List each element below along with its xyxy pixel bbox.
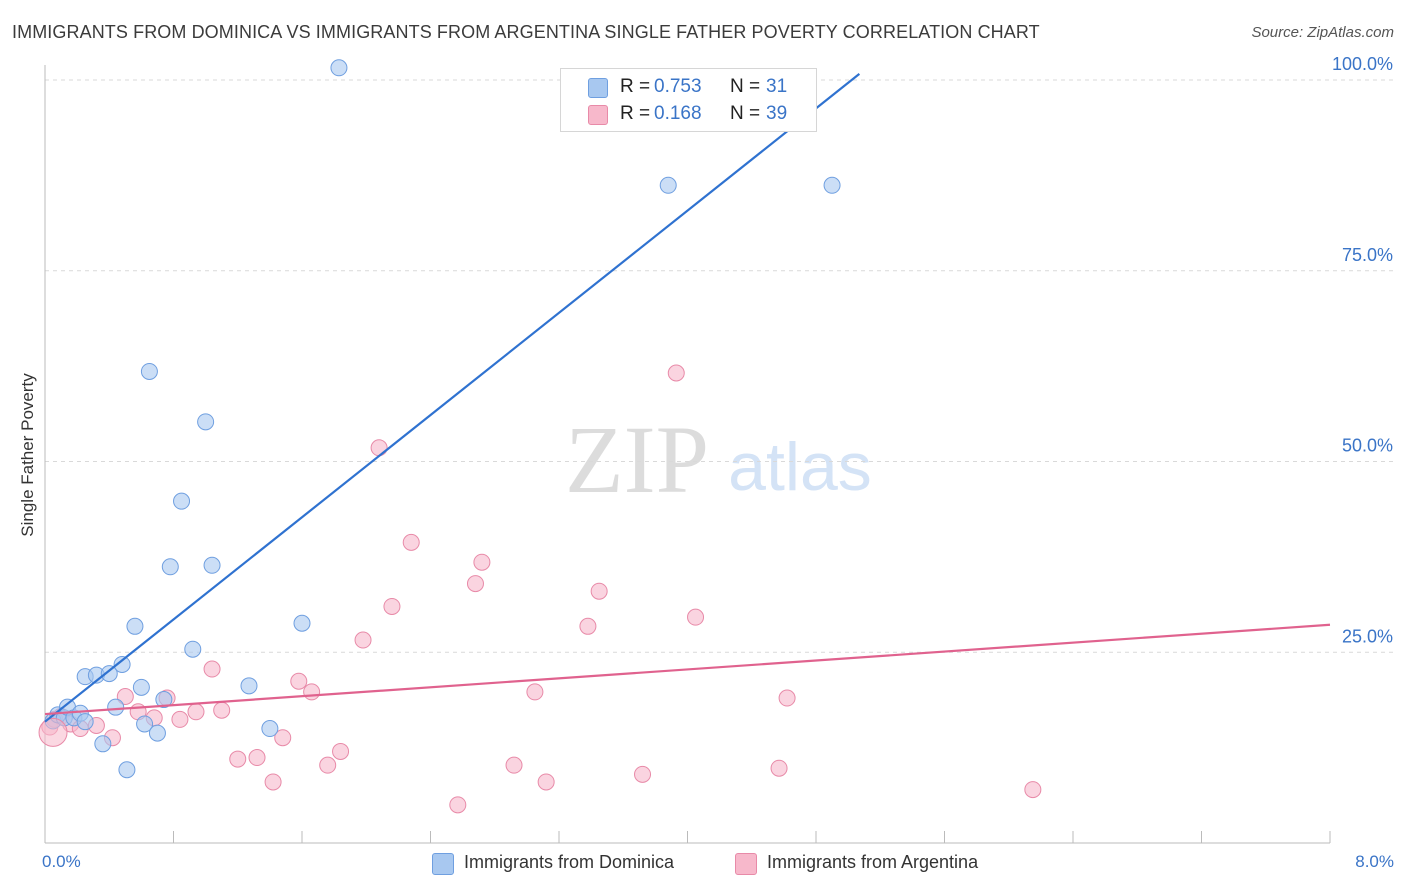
argentina-point: [229, 750, 247, 768]
argentina-point: [473, 553, 491, 571]
n-value: 39: [766, 103, 788, 124]
argentina-point: [38, 717, 68, 747]
r-label: R =: [620, 76, 651, 97]
dominica-point: [136, 715, 154, 733]
argentina-legend-swatch: [735, 853, 757, 875]
argentina-point: [370, 439, 388, 457]
argentina-point: [634, 765, 652, 783]
dominica-point: [126, 617, 144, 635]
argentina-point: [687, 608, 705, 626]
dominica-point: [107, 698, 125, 716]
tick-label-layer: 25.0% 50.0% 75.0% 100.0%: [1332, 54, 1393, 646]
r-value: 0.753: [654, 76, 702, 97]
argentina-point: [171, 710, 189, 728]
argentina-point: [402, 533, 420, 551]
argentina-point: [449, 796, 467, 814]
n-label: N =: [730, 103, 761, 124]
dominica-point: [132, 678, 150, 696]
argentina-point: [778, 689, 796, 707]
argentina-point: [354, 631, 372, 649]
y-tick-label: 25.0%: [1342, 626, 1393, 646]
argentina-point: [579, 617, 597, 635]
dominica-legend-swatch: [432, 853, 454, 875]
x-tick-label-min: 0.0%: [42, 852, 81, 871]
chart-title: IMMIGRANTS FROM DOMINICA VS IMMIGRANTS F…: [12, 22, 1040, 42]
y-tick-label: 75.0%: [1342, 245, 1393, 265]
dominica-point: [100, 665, 118, 683]
argentina-point: [383, 597, 401, 615]
y-tick-label: 100.0%: [1332, 54, 1393, 74]
n-value: 31: [766, 76, 788, 97]
dominica-trend-line: [44, 73, 861, 723]
argentina-swatch: [588, 105, 608, 125]
dominica-point: [330, 59, 348, 77]
dominica-point: [140, 362, 158, 380]
argentina-point: [667, 364, 685, 382]
argentina-point: [770, 759, 788, 777]
dominica-point: [76, 713, 94, 731]
trend-layer: [44, 73, 1331, 723]
argentina-point: [187, 703, 205, 721]
argentina-point: [213, 701, 231, 719]
dominica-point: [823, 176, 841, 194]
dominica-point: [659, 176, 677, 194]
stats-row-argentina: R = 0.168 N = 39: [561, 102, 816, 128]
y-tick-label: 50.0%: [1342, 436, 1393, 456]
argentina-point: [526, 683, 544, 701]
argentina-point: [303, 683, 321, 701]
argentina-point: [1024, 781, 1042, 799]
x-tick-label-max: 8.0%: [1355, 852, 1394, 871]
argentina-point: [203, 660, 221, 678]
stats-legend: R = 0.753 N = 31 R = 0.168 N = 39: [560, 68, 817, 132]
n-label: N =: [730, 76, 761, 97]
argentina-point: [274, 729, 292, 747]
dominica-point: [261, 720, 279, 738]
dominica-swatch: [588, 78, 608, 98]
dominica-point: [203, 556, 221, 574]
watermark-zip: ZIP: [565, 406, 709, 513]
dominica-point: [94, 735, 112, 753]
dominica-point: [184, 640, 202, 658]
y-axis-label: Single Father Poverty: [18, 373, 37, 537]
source-label: Source: ZipAtlas.com: [1251, 24, 1394, 41]
dominica-point: [240, 677, 258, 695]
argentina-trend-line: [44, 623, 1331, 716]
dominica-point: [148, 724, 166, 742]
stats-row-dominica: R = 0.753 N = 31: [561, 75, 816, 101]
point-layer: [38, 59, 1042, 814]
argentina-point: [290, 672, 308, 690]
dominica-point: [293, 614, 311, 632]
r-value: 0.168: [654, 103, 702, 124]
argentina-point: [537, 773, 555, 791]
dominica-point: [118, 761, 136, 779]
dominica-point: [161, 558, 179, 576]
argentina-point: [248, 749, 266, 767]
argentina-point: [264, 773, 282, 791]
argentina-point: [332, 742, 350, 760]
argentina-point: [505, 756, 523, 774]
watermark-atlas: atlas: [728, 429, 872, 505]
argentina-point: [319, 756, 337, 774]
dominica-point: [155, 691, 173, 709]
r-label: R =: [620, 103, 651, 124]
legend-label-argentina: Immigrants from Argentina: [767, 852, 979, 872]
grid-layer: [45, 79, 1395, 653]
dominica-point: [197, 413, 215, 431]
argentina-point: [116, 688, 134, 706]
dominica-point: [113, 655, 131, 673]
argentina-point: [466, 575, 484, 593]
dominica-point: [173, 492, 191, 510]
legend-label-dominica: Immigrants from Dominica: [464, 852, 675, 872]
argentina-point: [590, 582, 608, 600]
